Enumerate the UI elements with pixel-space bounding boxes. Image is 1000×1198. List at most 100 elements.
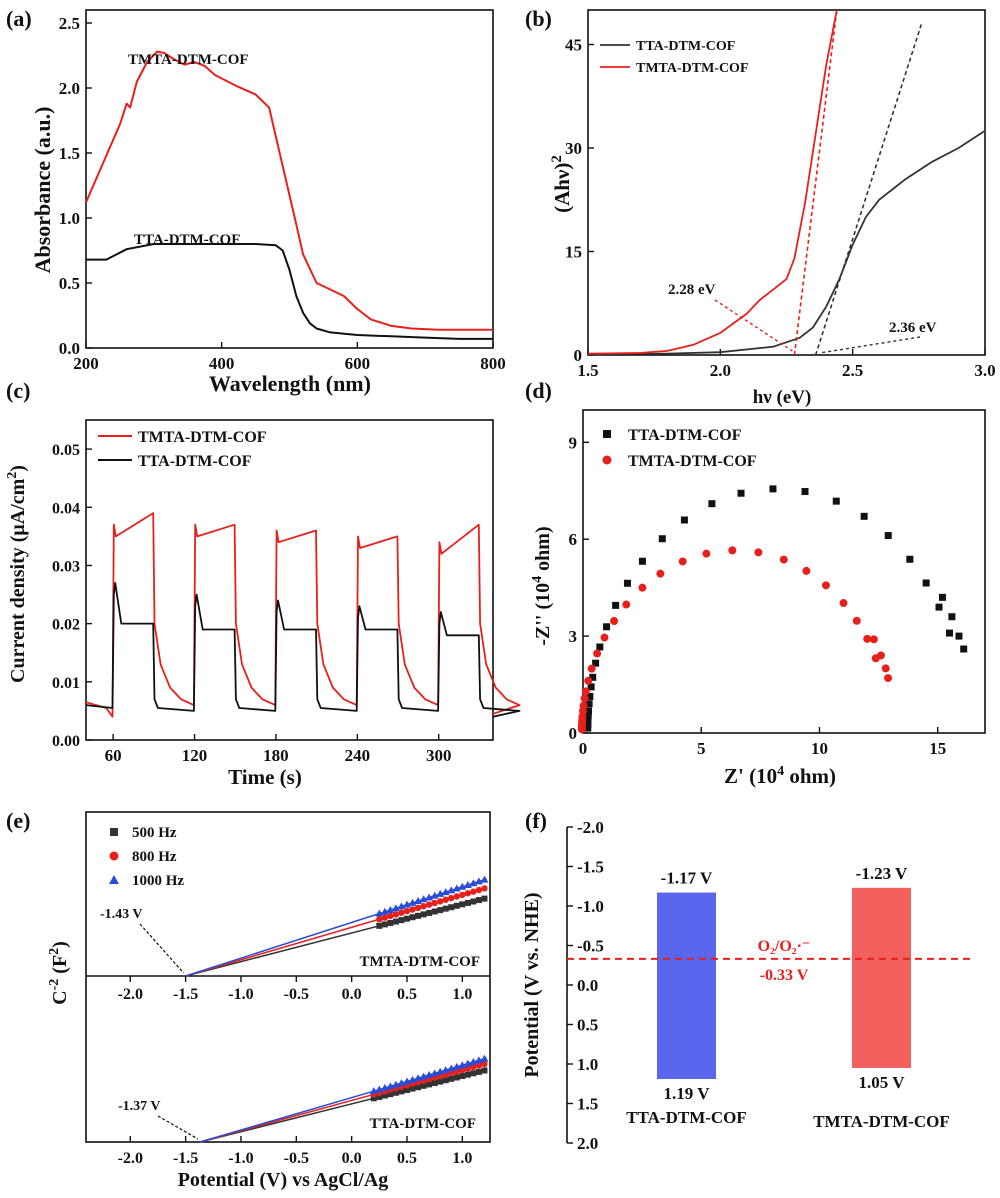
panel-e-point-1-0 <box>426 1081 433 1088</box>
panel-b-plot-frame <box>587 9 986 356</box>
panel-e-point-0-0 <box>409 914 416 921</box>
panel-d-point-tta-9 <box>592 659 600 667</box>
panel-e-point-0-1 <box>403 907 411 915</box>
panel-a-x-tick-label-0: 200 <box>73 354 99 373</box>
panel-f-y-tick-label-8: -2.0 <box>577 818 604 837</box>
panel-e-point-0-0 <box>376 922 383 929</box>
panel-c-x-tick-label-3: 240 <box>345 746 371 765</box>
panel-label-d: (d) <box>525 378 552 403</box>
panel-d-point-tmta-14 <box>622 600 631 609</box>
panel-a-x-tick-label-1: 400 <box>209 354 235 373</box>
panel-e-legend-marker-1 <box>109 851 119 861</box>
panel-d-x-tick-label-3: 15 <box>929 739 946 758</box>
panel-d-point-tta-24 <box>906 555 914 563</box>
panel-e-point-1-0 <box>437 1078 444 1085</box>
panel-f-band-structure-chart: 2.0 1.5 1.0 0.5 0.0 -0.5 -1.0 -1.5 -2.0 -1.17 V 1.… <box>566 818 975 1153</box>
panel-d-point-tta-18 <box>737 489 745 497</box>
panel-d-y-tick-label-3: 9 <box>569 433 578 452</box>
panel-c-x-tick-label-4: 300 <box>426 746 452 765</box>
panel-b-x-tick-label-0: 1.5 <box>577 361 598 380</box>
panel-e-point-1-1 <box>464 1065 472 1072</box>
panel-e-point-0-1 <box>470 888 477 895</box>
panel-e-intercept-label-0: -1.43 V <box>100 907 143 922</box>
panel-e-point-0-1 <box>481 885 488 892</box>
panel-e-point-0-1 <box>425 901 433 908</box>
panel-a-y-tick-label-1: 0.5 <box>59 274 80 293</box>
panel-e-point-0-2 <box>375 909 384 917</box>
panel-d-point-tta-0 <box>584 724 592 732</box>
panel-d-point-tmta-31 <box>884 674 893 683</box>
panel-e-plot-frame <box>85 811 491 1143</box>
panel-b-x-axis-title: hν (eV) <box>753 387 812 408</box>
panel-a-y-tick-label-5: 2.5 <box>59 14 80 33</box>
panel-e-point-1-0 <box>470 1070 477 1077</box>
panel-d-point-tmta-24 <box>839 599 848 608</box>
panel-e-point-0-1 <box>442 896 449 903</box>
panel-d-point-tmta-18 <box>702 549 711 558</box>
panel-e-point-0-0 <box>481 895 488 902</box>
panel-d-legend-label-0: TTA-DTM-COF <box>628 427 742 444</box>
panel-e-point-1-1 <box>470 1063 477 1071</box>
panel-e-point-0-0 <box>392 918 399 925</box>
panel-f-reference-label-2: -0.33 V <box>760 967 809 984</box>
panel-e-point-0-0 <box>442 905 449 912</box>
panel-f-reference-label-1: O₂/O₂·⁻ <box>758 938 811 955</box>
panel-e-point-0-0 <box>470 898 477 905</box>
panel-f-y-tick-label-5: -0.5 <box>577 937 604 956</box>
panel-e-point-0-1 <box>475 886 483 894</box>
panel-d-point-tta-31 <box>960 645 968 653</box>
panel-e-intercept-arrow-0 <box>139 923 185 974</box>
panel-a-series-line-tta <box>86 243 493 340</box>
panel-d-point-tta-13 <box>623 579 631 587</box>
panel-e-subplot-label-1: TTA-DTM-COF <box>370 1116 476 1132</box>
panel-a-x-tick-label-2: 600 <box>345 354 371 373</box>
panel-a-series-label-tmta: TMTA-DTM-COF <box>128 52 249 68</box>
panel-b-x-tick-label-3: 3.0 <box>974 361 995 380</box>
panel-d-point-tta-26 <box>935 603 943 611</box>
panel-e-point-1-0 <box>403 1086 410 1093</box>
panel-e-point-0-0 <box>453 902 460 909</box>
panel-e-subplot-label-0: TMTA-DTM-COF <box>359 954 480 970</box>
panel-f-bar-top-label-0: -1.17 V <box>661 869 713 888</box>
panel-f-bar-bottom-label-0: 1.19 V <box>664 1084 711 1103</box>
panel-d-plot-frame <box>582 409 986 734</box>
panel-d-point-tta-4 <box>584 707 592 715</box>
panel-e-point-0-0 <box>403 915 410 922</box>
panel-d-point-tta-21 <box>832 497 840 505</box>
panel-e-point-1-0 <box>381 1092 388 1099</box>
panel-e-point-0-0 <box>464 899 471 906</box>
panel-d-legend-marker-1 <box>602 455 612 465</box>
panel-d-point-tmta-30 <box>881 664 890 673</box>
panel-e-point-1-1 <box>459 1066 466 1074</box>
panel-e-point-1-0 <box>459 1073 466 1080</box>
panel-f-y-tick-label-6: -1.0 <box>577 897 604 916</box>
panel-d-x-axis-title: Z' (104 ohm) <box>724 764 836 788</box>
panel-e-legend-marker-2 <box>109 875 119 884</box>
panel-e-point-0-1 <box>376 916 383 923</box>
panel-d-point-tmta-25 <box>852 616 861 625</box>
panel-e-point-0-2 <box>414 897 423 905</box>
panel-e-point-1-1 <box>475 1062 483 1069</box>
panel-d-point-tmta-17 <box>678 557 687 566</box>
panel-d-point-tta-15 <box>658 535 666 543</box>
panel-e-point-0-2 <box>408 898 417 906</box>
panel-c-legend-label-1: TTA-DTM-COF <box>138 453 252 470</box>
panel-c-series-line-tta <box>85 582 521 718</box>
panel-d-point-tmta-13 <box>610 617 619 626</box>
panel-d-point-tta-28 <box>938 593 946 601</box>
panel-d-point-tmta-28 <box>869 635 878 644</box>
panel-d-y-tick-label-2: 6 <box>569 530 578 549</box>
panel-e-point-0-2 <box>441 888 450 896</box>
panel-e-point-0-0 <box>415 912 422 919</box>
panel-e-point-0-0 <box>420 911 427 918</box>
panel-d-legend-marker-0 <box>603 430 611 438</box>
panel-d-point-tmta-9 <box>584 676 593 685</box>
panel-e-point-0-0 <box>426 909 433 916</box>
panel-e-point-1-0 <box>409 1085 416 1092</box>
panel-c-y-axis-title: Current density (μA/cm2) <box>5 465 29 683</box>
panel-e-bottom-x-tick-label-4: 0.0 <box>342 1150 362 1167</box>
panel-e-y-axis-title: C-2 (F2) <box>47 941 71 1005</box>
panel-c-legend-label-0: TMTA-DTM-COF <box>138 429 267 446</box>
panel-d-point-tta-2 <box>584 717 592 725</box>
panel-e-point-1-0 <box>481 1067 488 1074</box>
